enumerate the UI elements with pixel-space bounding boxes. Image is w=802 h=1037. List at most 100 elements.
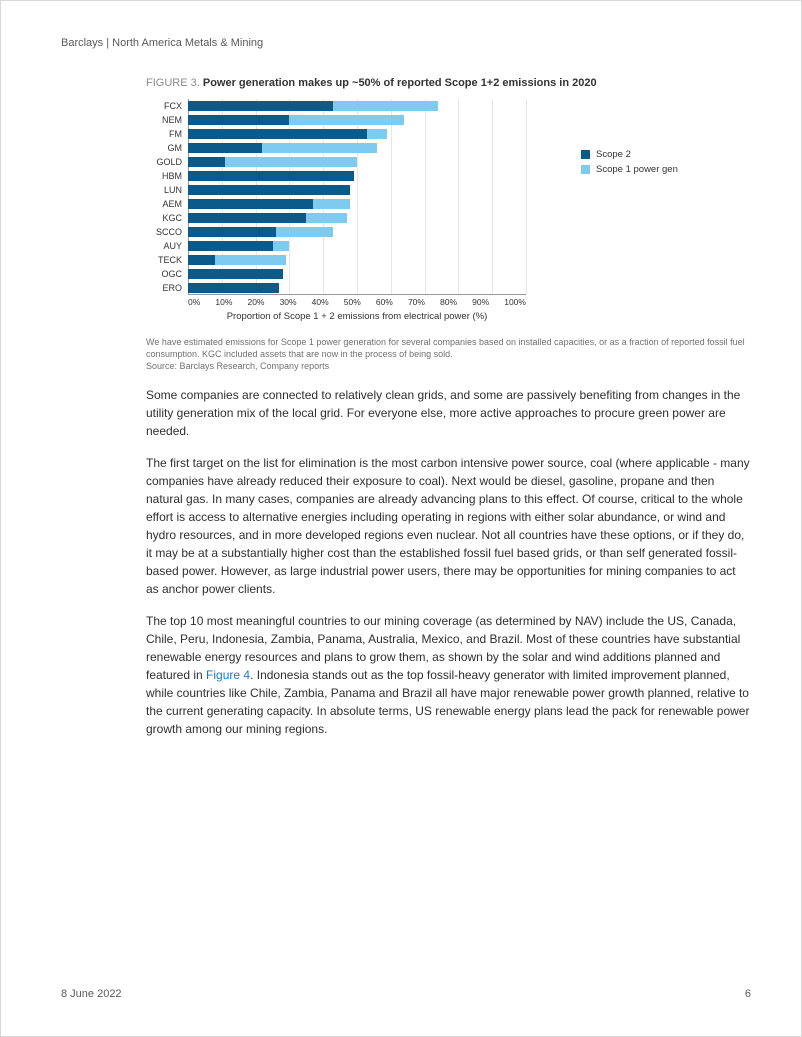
bar-segment-scope2 (188, 171, 354, 181)
legend-label-scope1pg: Scope 1 power gen (596, 164, 678, 175)
body-text: Some companies are connected to relative… (146, 386, 751, 738)
bar-row: AUY (146, 239, 526, 253)
bar-track (188, 129, 526, 139)
bar-segment-scope2 (188, 241, 273, 251)
x-tick-label: 40% (312, 297, 329, 307)
legend-item-scope2: Scope 2 (581, 149, 678, 160)
bar-category-label: SCCO (146, 227, 188, 237)
bar-row: FCX (146, 99, 526, 113)
bar-segment-scope1pg (313, 199, 350, 209)
bar-segment-scope2 (188, 101, 333, 111)
bar-track (188, 255, 526, 265)
x-axis-ticks: 0% 10% 20% 30% 40% 50% 60% 70% 80% 90% 100% (188, 297, 526, 307)
bar-row: AEM (146, 197, 526, 211)
chart-source: Source: Barclays Research, Company repor… (146, 360, 751, 372)
bar-row: GOLD (146, 155, 526, 169)
bar-track (188, 213, 526, 223)
bar-track (188, 199, 526, 209)
plot-area: FCX NEM FM GM GOLD HBM LUN AEM KGC SCCO AUY TECK OGC… (146, 99, 526, 295)
footer-date: 8 June 2022 (61, 988, 122, 1000)
bar-segment-scope2 (188, 213, 306, 223)
bar-category-label: GM (146, 143, 188, 153)
figure-4-reference[interactable]: Figure 4 (206, 668, 250, 682)
x-axis-ticks-row: 0% 10% 20% 30% 40% 50% 60% 70% 80% 90% 100% (146, 297, 526, 307)
bar-category-label: HBM (146, 171, 188, 181)
paragraph-3: The top 10 most meaningful countries to … (146, 612, 751, 738)
x-tick-label: 20% (247, 297, 264, 307)
legend-swatch-scope1pg (581, 165, 590, 174)
chart-note: We have estimated emissions for Scope 1 … (146, 336, 751, 372)
axis-spacer (146, 297, 188, 307)
x-tick-label: 10% (215, 297, 232, 307)
bar-track (188, 269, 526, 279)
bar-category-label: ERO (146, 283, 188, 293)
x-axis-line (188, 294, 526, 295)
bar-row: OGC (146, 267, 526, 281)
paragraph-1: Some companies are connected to relative… (146, 386, 751, 440)
figure-label: FIGURE 3. (146, 77, 200, 89)
bar-track (188, 241, 526, 251)
bar-row: TECK (146, 253, 526, 267)
x-tick-label: 90% (472, 297, 489, 307)
x-tick-label: 60% (376, 297, 393, 307)
chart-wrap: FCX NEM FM GM GOLD HBM LUN AEM KGC SCCO AUY TECK OGC… (146, 99, 751, 322)
bar-segment-scope2 (188, 143, 262, 153)
bar-segment-scope1pg (273, 241, 290, 251)
paragraph-2: The first target on the list for elimina… (146, 454, 751, 598)
footer-pagenum: 6 (745, 988, 751, 1000)
bar-segment-scope2 (188, 269, 283, 279)
figure-caption: FIGURE 3. Power generation makes up ~50%… (146, 77, 751, 89)
bar-category-label: TECK (146, 255, 188, 265)
x-tick-label: 70% (408, 297, 425, 307)
bar-segment-scope1pg (289, 115, 404, 125)
bar-segment-scope2 (188, 199, 313, 209)
bar-category-label: AEM (146, 199, 188, 209)
x-tick-label: 30% (280, 297, 297, 307)
legend-label-scope2: Scope 2 (596, 149, 631, 160)
bar-category-label: KGC (146, 213, 188, 223)
bar-segment-scope2 (188, 255, 215, 265)
bar-segment-scope2 (188, 227, 276, 237)
x-tick-label: 50% (344, 297, 361, 307)
x-tick-label: 100% (504, 297, 526, 307)
x-axis-title: Proportion of Scope 1 + 2 emissions from… (188, 311, 526, 322)
bar-track (188, 227, 526, 237)
page-header: Barclays | North America Metals & Mining (61, 37, 751, 49)
legend-swatch-scope2 (581, 150, 590, 159)
bar-category-label: AUY (146, 241, 188, 251)
bar-category-label: LUN (146, 185, 188, 195)
bar-segment-scope1pg (225, 157, 357, 167)
bar-track (188, 171, 526, 181)
bar-track (188, 115, 526, 125)
bar-row: GM (146, 141, 526, 155)
bar-row: KGC (146, 211, 526, 225)
bar-row: FM (146, 127, 526, 141)
figure-title: Power generation makes up ~50% of report… (203, 77, 597, 89)
bar-track (188, 283, 526, 293)
bar-chart: FCX NEM FM GM GOLD HBM LUN AEM KGC SCCO AUY TECK OGC… (146, 99, 526, 322)
bar-category-label: OGC (146, 269, 188, 279)
chart-note-text: We have estimated emissions for Scope 1 … (146, 336, 751, 360)
bar-segment-scope2 (188, 185, 350, 195)
bar-segment-scope2 (188, 157, 225, 167)
bar-row: ERO (146, 281, 526, 295)
page: Barclays | North America Metals & Mining… (0, 0, 802, 1037)
x-tick-label: 0% (188, 297, 200, 307)
bar-track (188, 143, 526, 153)
figure-block: FIGURE 3. Power generation makes up ~50%… (146, 77, 751, 372)
bar-track (188, 185, 526, 195)
x-tick-label: 80% (440, 297, 457, 307)
bar-segment-scope2 (188, 115, 289, 125)
bar-category-label: GOLD (146, 157, 188, 167)
chart-legend: Scope 2 Scope 1 power gen (581, 149, 678, 179)
bar-row: LUN (146, 183, 526, 197)
legend-item-scope1pg: Scope 1 power gen (581, 164, 678, 175)
bar-track (188, 101, 526, 111)
bar-segment-scope1pg (367, 129, 387, 139)
bar-row: HBM (146, 169, 526, 183)
page-footer: 8 June 2022 6 (61, 988, 751, 1000)
bar-row: NEM (146, 113, 526, 127)
bar-category-label: NEM (146, 115, 188, 125)
bar-segment-scope1pg (262, 143, 377, 153)
bar-segment-scope2 (188, 283, 279, 293)
